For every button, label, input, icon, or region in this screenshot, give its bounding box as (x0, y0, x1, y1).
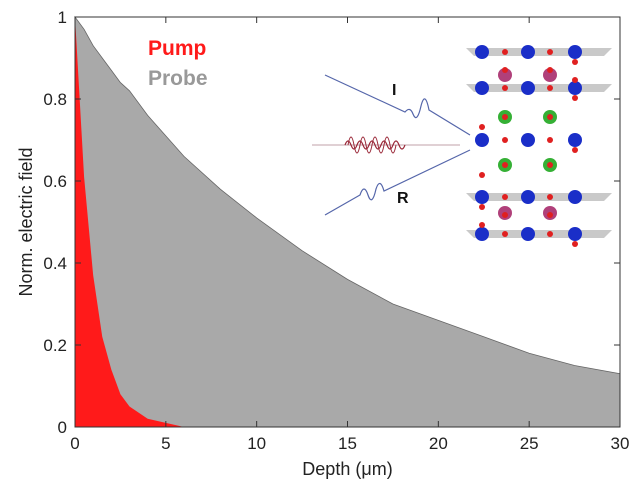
atom (475, 227, 489, 241)
atom (547, 162, 553, 168)
atom (502, 162, 508, 168)
pump-pulse-inner (347, 136, 397, 154)
atom (547, 137, 553, 143)
x-axis-label: Depth (μm) (302, 459, 392, 479)
x-tick-label: 10 (247, 434, 266, 453)
atom (521, 45, 535, 59)
y-tick-label: 0.6 (43, 172, 67, 191)
atom (547, 114, 553, 120)
pump-pulse (344, 140, 406, 150)
plot-area: 0 5 10 15 20 25 30 0 0.2 0.4 0.6 0.8 1 Depth (μm) Norm… (16, 8, 629, 479)
atom (479, 124, 485, 130)
annotation: R (397, 190, 409, 207)
inset-diagram: I R (312, 45, 612, 247)
x-tick-label: 30 (611, 434, 630, 453)
atom (502, 49, 508, 55)
incident-beam (324, 74, 471, 136)
atom (502, 137, 508, 143)
crystal (466, 45, 612, 247)
atom (572, 59, 578, 65)
legend-label: Probe (148, 67, 208, 90)
atom (502, 85, 508, 91)
atom (475, 190, 489, 204)
atom (543, 68, 557, 82)
atom (521, 133, 535, 147)
atom (479, 222, 485, 228)
atom (502, 231, 508, 237)
atom (502, 212, 508, 218)
annotation: I (392, 82, 396, 99)
atom (568, 81, 582, 95)
reflected-beam (324, 149, 471, 216)
legend-label: Pump (148, 37, 206, 60)
atom (547, 231, 553, 237)
atom (568, 45, 582, 59)
atom (479, 204, 485, 210)
atom (568, 133, 582, 147)
x-tick-label: 25 (520, 434, 539, 453)
x-tick-label: 5 (161, 434, 170, 453)
atom (475, 45, 489, 59)
atom (547, 49, 553, 55)
y-tick-label: 0 (58, 418, 67, 437)
atom (547, 212, 553, 218)
x-tick-label: 15 (338, 434, 357, 453)
y-tick-label: 0.8 (43, 90, 67, 109)
y-tick-label: 0.2 (43, 336, 67, 355)
atom (572, 241, 578, 247)
x-tick-label: 20 (429, 434, 448, 453)
atom (521, 81, 535, 95)
y-tick-label: 0.4 (43, 254, 67, 273)
atom (547, 85, 553, 91)
y-axis-label: Norm. electric field (16, 147, 36, 296)
atom (572, 95, 578, 101)
atom (498, 68, 512, 82)
atom (568, 227, 582, 241)
atom (475, 81, 489, 95)
y-tick-label: 1 (58, 8, 67, 27)
atom (568, 190, 582, 204)
atom (572, 147, 578, 153)
atom (521, 190, 535, 204)
atom (502, 67, 508, 73)
atom (475, 133, 489, 147)
x-tick-label: 0 (70, 434, 79, 453)
atom (502, 114, 508, 120)
atom (502, 194, 508, 200)
atom (521, 227, 535, 241)
atom (479, 172, 485, 178)
area (74, 15, 621, 428)
atom (572, 77, 578, 83)
atom (547, 67, 553, 73)
atom (547, 194, 553, 200)
